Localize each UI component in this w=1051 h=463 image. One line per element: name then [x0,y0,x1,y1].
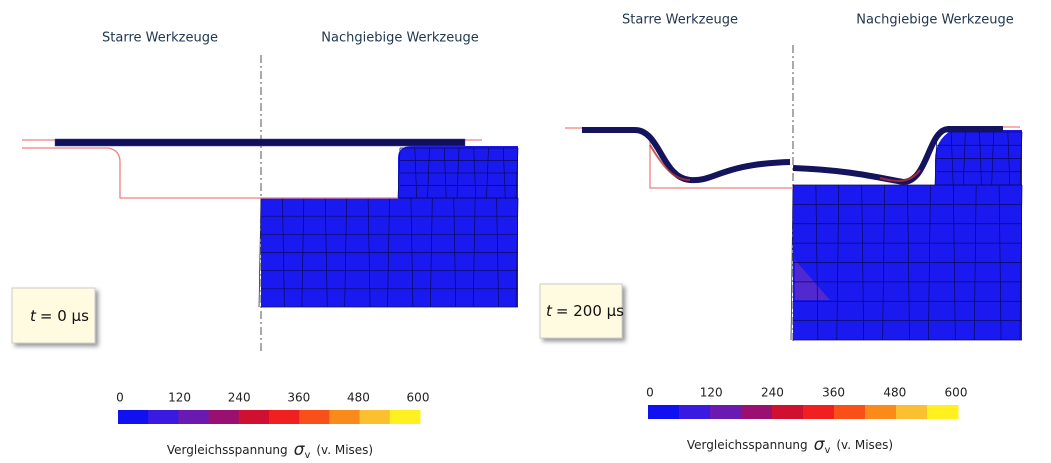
left-label: Starre Werkzeuge [622,13,738,28]
colorbar-segment [896,405,928,419]
mesh-line [791,185,793,340]
sigma-subscript: v [824,445,830,456]
colorbar-segment [648,405,680,419]
figure: Starre Werkzeuge Nachgiebige Werkzeuge t… [0,0,1051,463]
colorbar-segment [803,405,835,419]
colorbar-tick-label: 360 [287,391,310,405]
colorbar-segment [741,405,773,419]
colorbar-segment [329,410,360,424]
colorbar-tick-label: 600 [945,386,968,400]
colorbar-tick-label: 360 [822,386,845,400]
colorbar-segment [834,405,866,419]
colorbar-tick-label: 0 [116,391,124,405]
colorbar-segment [865,405,897,419]
title-suffix: (v. Mises) [836,438,893,452]
sheet [55,139,465,146]
time-text: = 0 µs [40,307,89,325]
colorbar-segment [390,410,421,424]
colorbar-segment [772,405,804,419]
time-label: t= 200 µs [546,302,624,320]
colorbar-segment [710,405,742,419]
colorbar-segment [679,405,711,419]
colorbar-segment [239,410,270,424]
colorbar-tick-label: 480 [883,386,906,400]
colorbar-segment [148,410,179,424]
colorbar-segment [209,410,240,424]
die-outline [22,148,398,198]
colorbar-segment [360,410,391,424]
colorbar-tick-label: 240 [228,391,251,405]
colorbar-tick-label: 240 [761,386,784,400]
colorbar-segment [927,405,959,419]
title-text: Vergleichsspannung [167,443,288,457]
colorbar-tick-label: 120 [168,391,191,405]
colorbar-segment [299,410,330,424]
panel-1: Starre Werkzeuge Nachgiebige Werkzeuge t… [12,31,518,462]
colorbar-segment [269,410,300,424]
colorbar-segment [118,410,149,424]
colorbar-tick-label: 120 [700,386,723,400]
title-text: Vergleichsspannung [687,438,808,452]
title-suffix: (v. Mises) [316,443,373,457]
colorbar-tick-label: 0 [646,386,654,400]
colorbar-tick-label: 600 [407,391,430,405]
panel-2: Starre Werkzeuge Nachgiebige Werkzeuge t… [540,13,1022,457]
sigma-subscript: v [304,450,310,461]
time-text: = 200 µs [556,302,624,320]
right-label: Nachgiebige Werkzeuge [856,13,1013,28]
colorbar-tick-label: 480 [347,391,370,405]
left-label: Starre Werkzeuge [102,31,218,46]
right-label: Nachgiebige Werkzeuge [321,31,478,46]
colorbar-segment [178,410,209,424]
